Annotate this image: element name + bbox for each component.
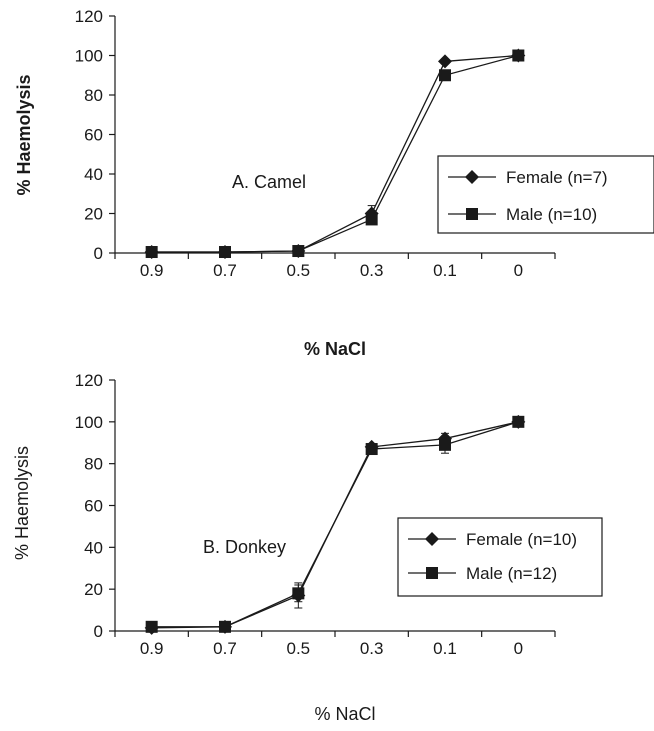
x-tick-label: 0.3 — [360, 639, 384, 658]
square-marker-icon — [426, 567, 438, 579]
y-tick-label: 60 — [84, 126, 103, 145]
data-point — [512, 49, 525, 62]
legend: Female (n=7) Male (n=10) — [437, 155, 654, 234]
legend-box — [437, 155, 654, 234]
y-tick-label: 80 — [84, 455, 103, 474]
x-tick-label: 0.1 — [433, 261, 457, 280]
data-point — [292, 587, 305, 600]
legend-box — [397, 517, 603, 597]
data-point — [292, 245, 305, 258]
x-axis-title: % NaCl — [304, 339, 366, 359]
data-point — [439, 438, 451, 451]
y-tick-label: 100 — [75, 47, 103, 66]
data-point — [365, 213, 378, 226]
data-point — [145, 246, 158, 259]
legend-item: Female (n=10) — [408, 530, 577, 549]
panel-label: A. Camel — [232, 172, 306, 192]
data-point — [219, 246, 231, 259]
y-tick-label: 20 — [84, 205, 103, 224]
y-tick-label: 80 — [84, 86, 103, 105]
series-line — [151, 421, 519, 628]
legend-item: Male (n=10) — [448, 205, 597, 224]
diamond-marker-icon — [425, 532, 439, 546]
chart-camel: % Haemolysis % NaCl A. Camel 0 20 40 60 80 10… — [14, 7, 654, 359]
diamond-marker-icon — [465, 170, 479, 184]
x-tick-label: 0.5 — [287, 639, 311, 658]
y-tick-label: 0 — [94, 244, 103, 263]
panel-label: B. Donkey — [203, 537, 286, 557]
y-tick-label: 120 — [75, 371, 103, 390]
legend-item: Female (n=7) — [448, 168, 608, 187]
y-axis-title: % Haemolysis — [12, 446, 32, 560]
legend-label: Female (n=7) — [506, 168, 608, 187]
x-tick-label: 0.1 — [433, 639, 457, 658]
x-tick-label: 0.3 — [360, 261, 384, 280]
legend: Female (n=10) Male (n=12) — [397, 517, 603, 597]
y-tick-label: 0 — [94, 622, 103, 641]
data-point — [439, 69, 451, 82]
legend-label: Male (n=10) — [506, 205, 597, 224]
y-axis-title: % Haemolysis — [14, 74, 34, 195]
x-tick-label: 0 — [514, 639, 523, 658]
x-tick-label: 0.9 — [140, 261, 164, 280]
y-tick-label: 120 — [75, 7, 103, 26]
data-point — [365, 443, 378, 456]
legend-label: Male (n=12) — [466, 564, 557, 583]
y-tick-label: 40 — [84, 538, 103, 557]
x-tick-label: 0.7 — [213, 261, 237, 280]
data-point — [438, 54, 452, 69]
x-tick-label: 0 — [514, 261, 523, 280]
series-line — [151, 54, 519, 253]
series-male — [145, 415, 525, 633]
x-tick-label: 0.9 — [140, 639, 164, 658]
data-point — [219, 620, 231, 633]
data-point — [512, 415, 525, 428]
data-point — [145, 620, 158, 633]
series-male — [145, 49, 525, 259]
y-tick-label: 40 — [84, 165, 103, 184]
legend-label: Female (n=10) — [466, 530, 577, 549]
x-axis-title: % NaCl — [314, 704, 375, 724]
y-tick-label: 20 — [84, 580, 103, 599]
y-tick-label: 100 — [75, 413, 103, 432]
x-tick-label: 0.5 — [287, 261, 311, 280]
square-marker-icon — [466, 208, 478, 220]
chart-donkey: % Haemolysis % NaCl B. Donkey 0 20 40 60 80 1… — [12, 371, 603, 724]
x-tick-label: 0.7 — [213, 639, 237, 658]
legend-item: Male (n=12) — [408, 564, 557, 583]
y-tick-label: 60 — [84, 497, 103, 516]
